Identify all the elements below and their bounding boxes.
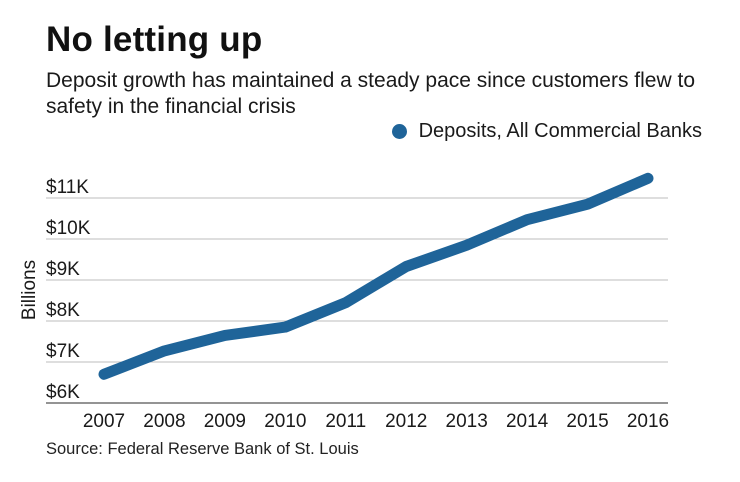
y-tick-labels: $6K $7K $8K $9K $10K $11K <box>46 177 91 403</box>
chart-title: No letting up <box>46 20 263 59</box>
y-tick-label: $9K <box>46 259 80 280</box>
x-tick-label: 2012 <box>385 411 427 432</box>
y-tick-label: $10K <box>46 218 91 239</box>
x-tick-label: 2011 <box>325 411 366 432</box>
x-tick-label: 2013 <box>446 411 488 432</box>
source-note: Source: Federal Reserve Bank of St. Loui… <box>46 440 359 458</box>
x-tick-label: 2009 <box>204 411 246 432</box>
grid-lines <box>46 197 668 404</box>
y-tick-label: $11K <box>46 177 89 198</box>
series-line-deposits <box>98 172 654 380</box>
x-tick-label: 2016 <box>627 411 669 432</box>
x-tick-labels: 2007 2008 2009 2010 2011 2012 2013 2014 2015 2016 <box>83 411 669 432</box>
legend: Deposits, All Commercial Banks <box>391 120 702 143</box>
legend-marker-icon <box>391 124 407 139</box>
x-tick-label: 2014 <box>506 411 549 432</box>
x-tick-label: 2010 <box>264 411 306 432</box>
series-layer <box>98 172 654 380</box>
legend-label: Deposits, All Commercial Banks <box>418 120 702 142</box>
y-tick-label: $7K <box>46 341 80 362</box>
y-tick-label: $6K <box>46 382 80 403</box>
y-tick-label: $8K <box>46 300 80 321</box>
x-tick-label: 2008 <box>143 411 185 432</box>
chart-subtitle: Deposit growth has maintained a steady p… <box>46 69 696 118</box>
x-tick-label: 2015 <box>566 411 608 432</box>
x-tick-label: 2007 <box>83 411 125 432</box>
